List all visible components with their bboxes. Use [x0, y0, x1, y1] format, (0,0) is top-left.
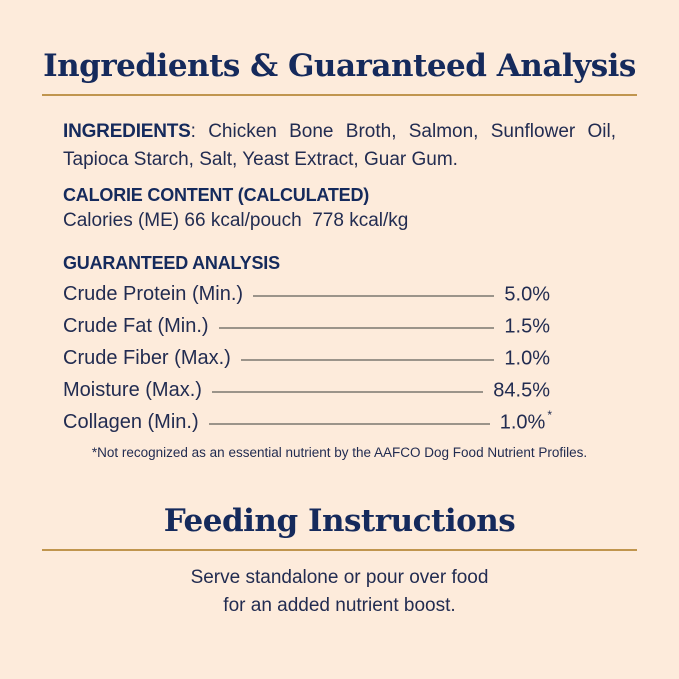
feeding-instructions-section: Feeding Instructions Serve standalone or… — [0, 462, 679, 620]
guaranteed-analysis-heading: GUARANTEED ANALYSIS — [63, 253, 280, 273]
analysis-row-value-text: 5.0% — [504, 283, 550, 306]
analysis-row-value-text: 1.0% — [499, 411, 546, 434]
ingredients-label: INGREDIENTS — [63, 121, 191, 142]
guaranteed-analysis-table: Crude Protein (Min.) 5.0% Crude Fat (Min… — [63, 278, 552, 438]
ingredients-analysis-title: Ingredients & Guaranteed Analysis — [43, 48, 636, 84]
gold-divider-top — [42, 94, 637, 96]
analysis-row-value: 5.0% — [504, 282, 552, 307]
leader-line — [211, 391, 484, 393]
aafco-footnote: *Not recognized as an essential nutrient… — [91, 445, 588, 460]
analysis-row-crude-fat: Crude Fat (Min.) 1.5% — [63, 310, 552, 342]
ingredients-analysis-section: Ingredients & Guaranteed Analysis INGRED… — [42, 48, 637, 460]
analysis-row-label: Moisture (Max.) — [63, 378, 202, 401]
analysis-row-label: Crude Fat (Min.) — [63, 314, 209, 337]
feeding-instructions-title: Feeding Instructions — [163, 503, 516, 539]
ingredients-paragraph: INGREDIENTS: Chicken Bone Broth, Salmon,… — [63, 118, 616, 174]
ingredients-text: : Chicken Bone Broth, Salmon, Sunflower … — [63, 121, 616, 170]
analysis-row-value: 1.0% — [504, 346, 552, 371]
feeding-body-line-2: for an added nutrient boost. — [223, 595, 456, 616]
analysis-row-value: 1.0% * — [499, 407, 552, 435]
calorie-content-heading: CALORIE CONTENT (CALCULATED) — [63, 185, 370, 205]
feeding-instructions-body: Serve standalone or pour over food for an… — [63, 564, 616, 620]
analysis-row-collagen: Collagen (Min.) 1.0% * — [63, 406, 552, 438]
analysis-row-label: Crude Fiber (Max.) — [63, 346, 231, 369]
footnote-marker: * — [547, 407, 552, 422]
leader-line — [218, 327, 495, 329]
analysis-row-value: 84.5% — [493, 378, 552, 403]
feeding-body-line-1: Serve standalone or pour over food — [190, 567, 489, 588]
analysis-row-value: 1.5% — [504, 314, 552, 339]
leader-line — [253, 295, 495, 297]
analysis-row-value-text: 1.0% — [504, 347, 550, 370]
analysis-row-moisture: Moisture (Max.) 84.5% — [63, 374, 552, 406]
analysis-row-label: Collagen (Min.) — [63, 410, 199, 433]
analysis-row-crude-fiber: Crude Fiber (Max.) 1.0% — [63, 342, 552, 374]
analysis-row-crude-protein: Crude Protein (Min.) 5.0% — [63, 278, 552, 310]
analysis-row-value-text: 1.5% — [504, 315, 550, 338]
analysis-row-label: Crude Protein (Min.) — [63, 282, 244, 305]
leader-line — [240, 359, 495, 361]
gold-divider-bottom — [42, 549, 637, 551]
calorie-content-line: Calories (ME) 66 kcal/pouch 778 kcal/kg — [63, 210, 409, 231]
leader-line — [208, 423, 490, 425]
analysis-row-value-text: 84.5% — [493, 379, 550, 402]
